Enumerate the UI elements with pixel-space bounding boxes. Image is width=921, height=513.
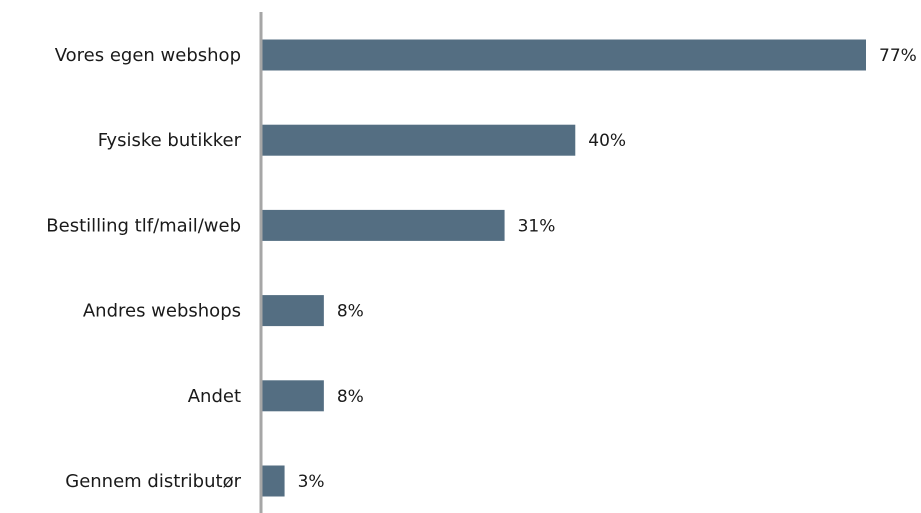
bars-group bbox=[261, 39, 866, 497]
category-labels-group: Vores egen webshop Fysiske butikker Bestil… bbox=[46, 45, 241, 492]
value-label-andres-webshops: 8% bbox=[337, 302, 364, 322]
bar-vores-egen-webshop bbox=[261, 39, 866, 71]
category-label-vores-egen-webshop: Vores egen webshop bbox=[55, 45, 241, 66]
category-label-andres-webshops: Andres webshops bbox=[83, 301, 241, 322]
bar-gennem-distribut-r bbox=[261, 465, 285, 497]
value-label-fysiske-butikker: 40% bbox=[588, 131, 626, 151]
category-label-gennem-distribut-r: Gennem distributør bbox=[65, 471, 241, 492]
category-label-bestilling-tlf-mail-web: Bestilling tlf/mail/web bbox=[46, 215, 241, 236]
bar-fysiske-butikker bbox=[261, 124, 576, 156]
value-label-vores-egen-webshop: 77% bbox=[879, 46, 917, 66]
category-label-andet: Andet bbox=[188, 386, 241, 407]
category-label-fysiske-butikker: Fysiske butikker bbox=[98, 130, 242, 151]
value-label-bestilling-tlf-mail-web: 31% bbox=[518, 216, 556, 236]
bar-andet bbox=[261, 380, 324, 412]
value-labels-group: 77% 40% 31% 8% 8% 3% bbox=[298, 46, 917, 492]
bar-andres-webshops bbox=[261, 295, 324, 327]
bar-bestilling-tlf-mail-web bbox=[261, 209, 505, 241]
value-label-gennem-distribut-r: 3% bbox=[298, 472, 325, 492]
value-label-andet: 8% bbox=[337, 387, 364, 407]
